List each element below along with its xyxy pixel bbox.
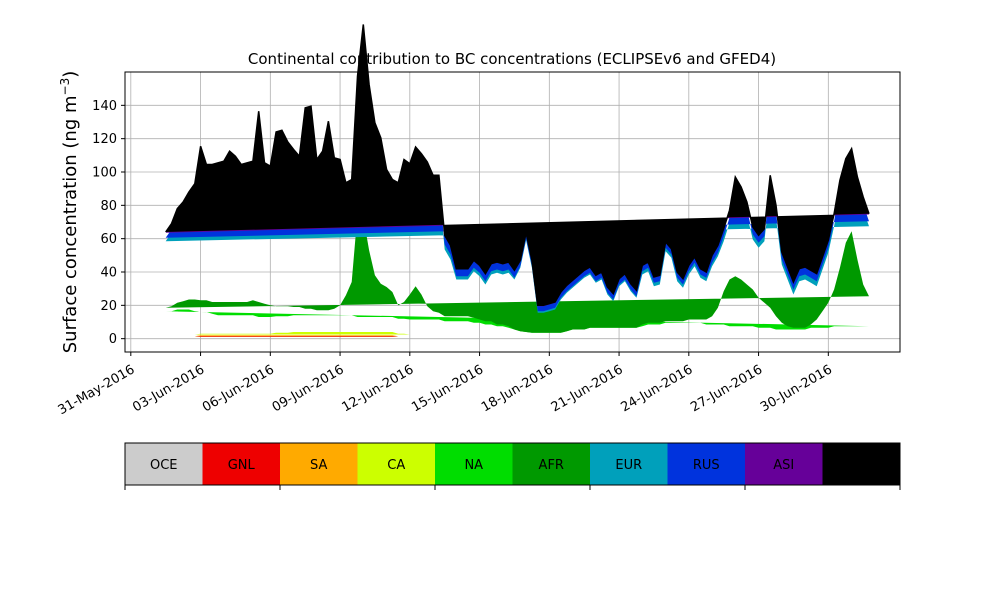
y-tick-label: 0 — [109, 332, 117, 347]
area-ca — [165, 332, 869, 335]
legend-label: EUR — [615, 458, 642, 473]
y-axis-label-text: Surface concentration (ng m — [60, 95, 81, 353]
area-afr — [165, 213, 869, 333]
legend-label: CA — [387, 458, 405, 473]
y-axis: 0 20 40 60 80 100 120 140 — [92, 99, 125, 347]
y-axis-label-exponent: −3 — [58, 78, 72, 96]
y-axis-label: Surface concentration (ng m−3) — [58, 71, 81, 354]
legend-swatch-sa — [280, 443, 358, 485]
area-gnl — [165, 336, 869, 337]
y-tick-label: 20 — [100, 299, 117, 314]
series-areas — [165, 24, 869, 337]
legend-swatch-oce — [125, 443, 203, 485]
area-sa — [165, 335, 869, 337]
y-tick-label: 40 — [100, 266, 117, 281]
legend-label: SA — [310, 458, 327, 473]
y-tick-label: 80 — [100, 199, 117, 214]
legend-swatch-afr — [512, 443, 590, 485]
area-aus — [165, 24, 869, 306]
legend-colorbar: OCE GNL SA CA NA AFR EUR RUS ASI AUS — [124, 442, 901, 490]
plot-frame — [124, 71, 901, 353]
legend-label: AFR — [539, 458, 564, 473]
legend-swatch-na — [435, 443, 513, 485]
legend-label: OCE — [150, 458, 178, 473]
legend-swatch-asi — [745, 443, 823, 485]
legend-swatch-rus — [667, 443, 745, 485]
legend-swatch-ca — [357, 443, 435, 485]
legend-swatch-eur — [590, 443, 668, 485]
legend-label: NA — [464, 458, 483, 473]
y-tick-label: 120 — [92, 132, 117, 147]
legend-swatch-aus — [822, 443, 900, 485]
legend-label: RUS — [693, 458, 720, 473]
chart-title: Continental contribution to BC concentra… — [248, 50, 776, 68]
plot-area — [124, 24, 901, 353]
y-tick-label: 60 — [100, 232, 117, 247]
legend-label: ASI — [773, 458, 794, 473]
y-axis-label-close: ) — [60, 71, 81, 78]
legend-label: AUS — [848, 458, 875, 473]
y-tick-label: 140 — [92, 99, 117, 114]
legend-label: GNL — [228, 458, 256, 473]
y-tick-label: 100 — [92, 166, 117, 181]
total-outline — [165, 24, 870, 307]
legend-swatch-gnl — [202, 443, 280, 485]
legend-frame — [124, 442, 901, 486]
